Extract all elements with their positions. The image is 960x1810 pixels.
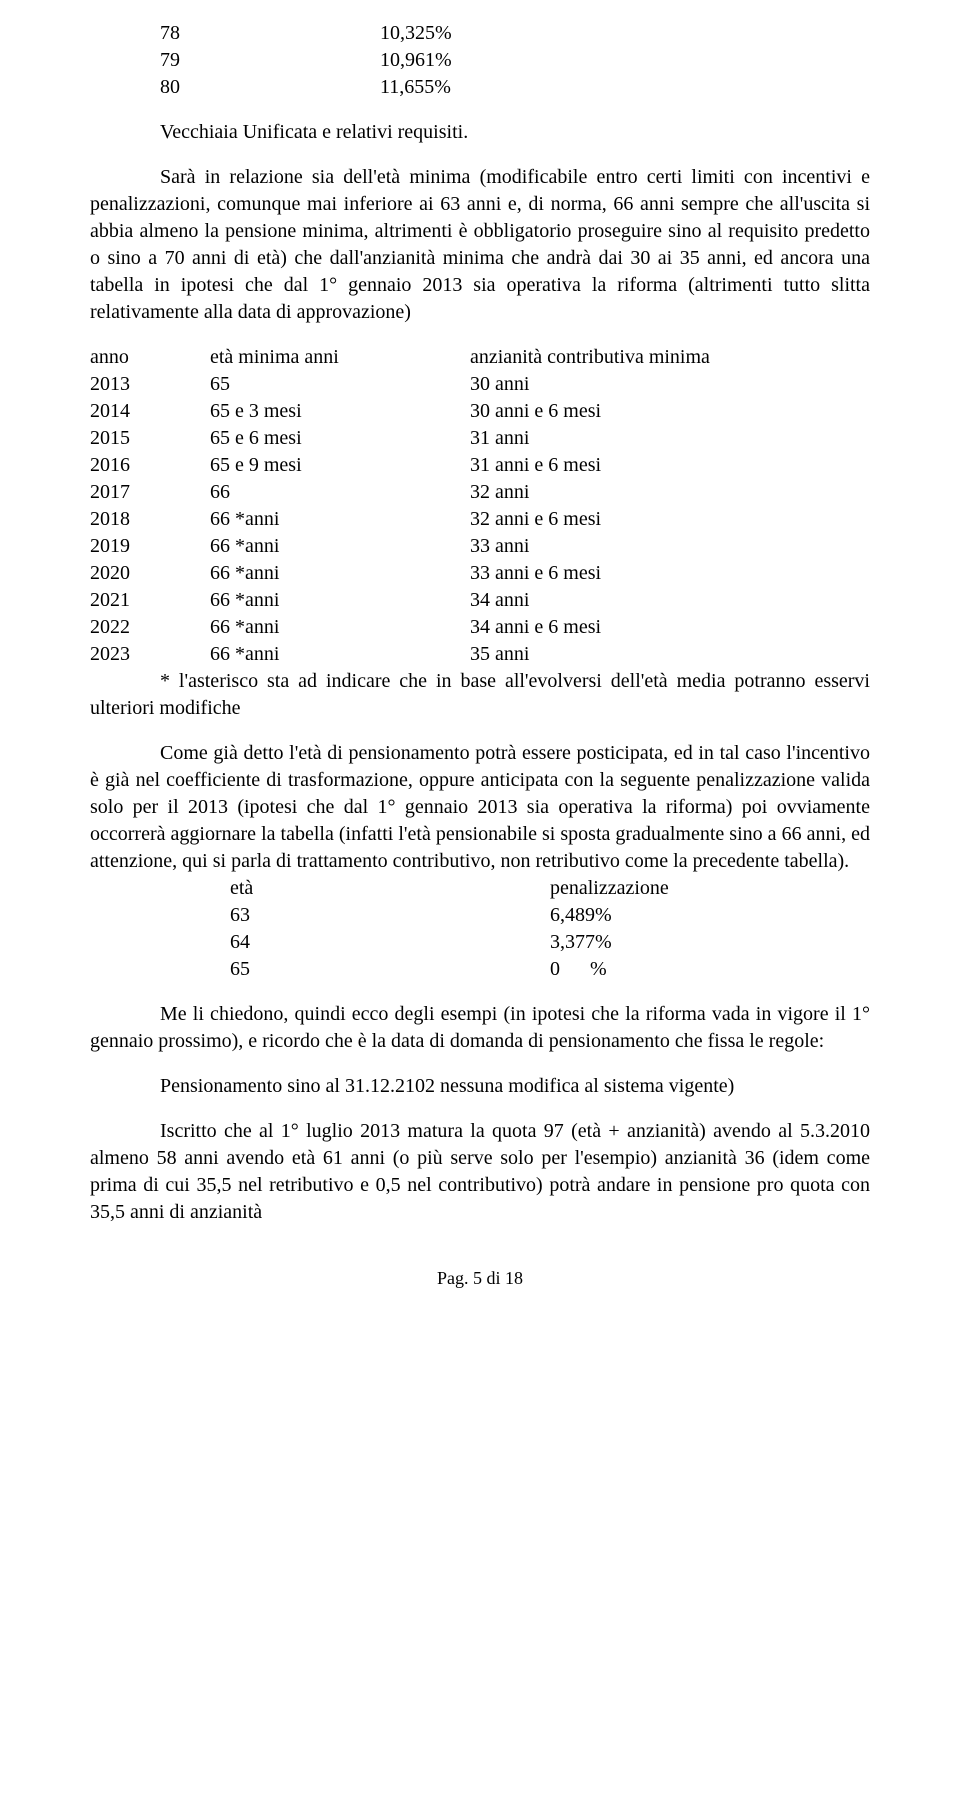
col-eta-header: età minima anni — [210, 344, 470, 371]
cell-anno: 2021 — [90, 587, 210, 614]
paragraph: Come già detto l'età di pensionamento po… — [90, 740, 870, 875]
pen-eta: 65 — [230, 956, 550, 983]
cell-eta: 65 — [210, 371, 470, 398]
asterisk-note: * l'asterisco sta ad indicare che in bas… — [90, 668, 870, 722]
cell-eta: 66 *anni — [210, 641, 470, 668]
document-page: 78 10,325% 79 10,961% 80 11,655% Vecchia… — [0, 0, 960, 1320]
cell-eta: 66 *anni — [210, 533, 470, 560]
coeff-pct: 11,655% — [380, 74, 620, 101]
penalizzazione-table: età penalizzazione 636,489% 643,377% 650… — [90, 875, 870, 983]
coeff-row: 80 11,655% — [90, 74, 870, 101]
table-row: 20136530 anni — [90, 371, 870, 398]
cell-anz: 30 anni — [470, 371, 870, 398]
cell-anz: 34 anni e 6 mesi — [470, 614, 870, 641]
paragraph: Iscritto che al 1° luglio 2013 matura la… — [90, 1118, 870, 1226]
cell-eta: 65 e 6 mesi — [210, 425, 470, 452]
requisiti-table: anno età minima anni anzianità contribut… — [90, 344, 870, 668]
pen-val: 6,489% — [550, 902, 870, 929]
pen-eta: 64 — [230, 929, 550, 956]
cell-eta: 66 *anni — [210, 506, 470, 533]
coeff-row: 79 10,961% — [90, 47, 870, 74]
cell-anno: 2015 — [90, 425, 210, 452]
col-anz-header: anzianità contributiva minima — [470, 344, 870, 371]
cell-eta: 66 *anni — [210, 587, 470, 614]
col-anno-header: anno — [90, 344, 210, 371]
coeff-row: 78 10,325% — [90, 20, 870, 47]
cell-anno: 2023 — [90, 641, 210, 668]
cell-anz: 32 anni e 6 mesi — [470, 506, 870, 533]
table-row: 201866 *anni32 anni e 6 mesi — [90, 506, 870, 533]
cell-anno: 2017 — [90, 479, 210, 506]
pen-col-pen: penalizzazione — [550, 875, 870, 902]
pen-eta: 63 — [230, 902, 550, 929]
table-row: 201565 e 6 mesi31 anni — [90, 425, 870, 452]
paragraph: Me li chiedono, quindi ecco degli esempi… — [90, 1001, 870, 1055]
cell-anno: 2022 — [90, 614, 210, 641]
table-row: 202066 *anni33 anni e 6 mesi — [90, 560, 870, 587]
pen-row: 643,377% — [90, 929, 870, 956]
cell-eta: 65 e 3 mesi — [210, 398, 470, 425]
page-footer: Pag. 5 di 18 — [90, 1266, 870, 1290]
cell-eta: 65 e 9 mesi — [210, 452, 470, 479]
coeff-age: 78 — [90, 20, 380, 47]
cell-anno: 2018 — [90, 506, 210, 533]
table-row: 201465 e 3 mesi30 anni e 6 mesi — [90, 398, 870, 425]
cell-eta: 66 *anni — [210, 560, 470, 587]
pen-row: 636,489% — [90, 902, 870, 929]
cell-anno: 2013 — [90, 371, 210, 398]
cell-anno: 2019 — [90, 533, 210, 560]
table-row: 201665 e 9 mesi31 anni e 6 mesi — [90, 452, 870, 479]
cell-anno: 2016 — [90, 452, 210, 479]
paragraph: Sarà in relazione sia dell'età minima (m… — [90, 164, 870, 326]
section-heading: Vecchiaia Unificata e relativi requisiti… — [90, 119, 870, 146]
cell-eta: 66 *anni — [210, 614, 470, 641]
pen-header-row: età penalizzazione — [90, 875, 870, 902]
table-row: 202366 *anni35 anni — [90, 641, 870, 668]
cell-anz: 33 anni — [470, 533, 870, 560]
table-row: 201966 *anni33 anni — [90, 533, 870, 560]
cell-anno: 2020 — [90, 560, 210, 587]
pen-val: 3,377% — [550, 929, 870, 956]
table-header-row: anno età minima anni anzianità contribut… — [90, 344, 870, 371]
cell-anz: 31 anni e 6 mesi — [470, 452, 870, 479]
pen-row: 650 % — [90, 956, 870, 983]
coefficient-block: 78 10,325% 79 10,961% 80 11,655% — [90, 20, 870, 101]
pen-col-eta: età — [230, 875, 550, 902]
cell-eta: 66 — [210, 479, 470, 506]
table-row: 202166 *anni34 anni — [90, 587, 870, 614]
cell-anz: 33 anni e 6 mesi — [470, 560, 870, 587]
table-row: 20176632 anni — [90, 479, 870, 506]
pen-val: 0 % — [550, 956, 870, 983]
cell-anz: 31 anni — [470, 425, 870, 452]
coeff-age: 79 — [90, 47, 380, 74]
coeff-age: 80 — [90, 74, 380, 101]
coeff-pct: 10,961% — [380, 47, 620, 74]
cell-anz: 30 anni e 6 mesi — [470, 398, 870, 425]
cell-anz: 34 anni — [470, 587, 870, 614]
paragraph-line: Pensionamento sino al 31.12.2102 nessuna… — [90, 1073, 870, 1100]
coeff-pct: 10,325% — [380, 20, 620, 47]
cell-anz: 35 anni — [470, 641, 870, 668]
table-row: 202266 *anni34 anni e 6 mesi — [90, 614, 870, 641]
cell-anno: 2014 — [90, 398, 210, 425]
cell-anz: 32 anni — [470, 479, 870, 506]
